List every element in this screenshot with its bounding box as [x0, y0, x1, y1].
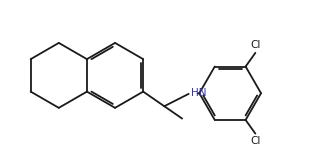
Text: Cl: Cl [250, 136, 261, 146]
Text: HN: HN [191, 88, 206, 98]
Text: Cl: Cl [250, 40, 261, 50]
